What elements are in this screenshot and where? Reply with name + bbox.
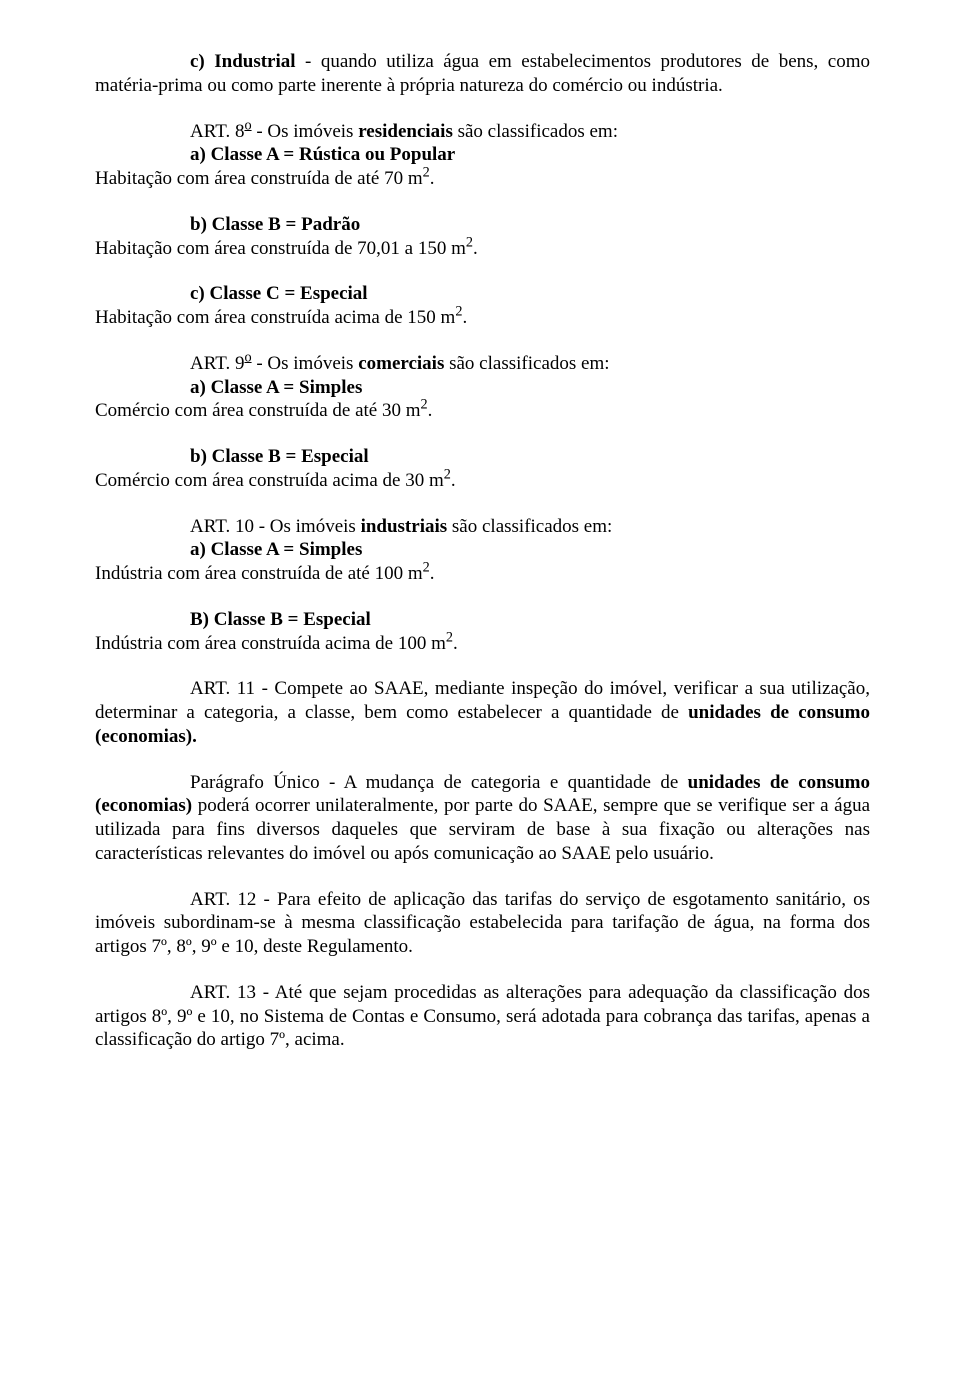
art8-item-c-desc: Habitação com área construída acima de 1… — [95, 306, 870, 330]
art8-block: ART. 8o - Os imóveis residenciais são cl… — [95, 120, 870, 191]
par-unico-a: Parágrafo Único - A mudança de categoria… — [190, 772, 688, 793]
art8-line1-b: - Os imóveis — [252, 121, 359, 142]
art10-item-a-title: a) Classe A = Simples — [95, 538, 870, 562]
art9-item-a-desc-a: Comércio com área construída de até 30 m — [95, 400, 421, 421]
art10-item-a-desc-b: . — [430, 563, 435, 584]
art8-item-b-title: b) Classe B = Padrão — [95, 213, 870, 237]
art10-line1: ART. 10 - Os imóveis industriais são cla… — [95, 515, 870, 539]
art13-text: ART. 13 - Até que sejam procedidas as al… — [95, 982, 870, 1051]
art8-line1-bold: residenciais — [358, 121, 453, 142]
art9-line1-sup: o — [244, 349, 251, 365]
art9-item-b-bold: b) Classe B = Especial — [190, 446, 369, 467]
art10-item-b-block: B) Classe B = Especial Indústria com áre… — [95, 608, 870, 656]
art10-item-a-desc-a: Indústria com área construída de até 100… — [95, 563, 423, 584]
art9-item-a-desc-b: . — [428, 400, 433, 421]
para-c-industrial-lead: c) Industrial — [190, 51, 296, 72]
art9-item-b-desc-b: . — [451, 470, 456, 491]
art8-item-a-title: a) Classe A = Rústica ou Popular — [95, 143, 870, 167]
art9-line1-b: - Os imóveis — [252, 353, 359, 374]
art9-line1: ART. 9o - Os imóveis comerciais são clas… — [95, 352, 870, 376]
art10-block: ART. 10 - Os imóveis industriais são cla… — [95, 515, 870, 586]
art9-item-a-bold: a) Classe A = Simples — [190, 377, 362, 398]
art9-line1-bold: comerciais — [358, 353, 444, 374]
art10-item-b-desc: Indústria com área construída acima de 1… — [95, 632, 870, 656]
art8-item-c-title: c) Classe C = Especial — [95, 282, 870, 306]
art9-item-b-desc-sup: 2 — [444, 466, 451, 482]
art10-item-b-desc-b: . — [453, 633, 458, 654]
art12-para: ART. 12 - Para efeito de aplicação das t… — [95, 888, 870, 959]
art9-item-a-title: a) Classe A = Simples — [95, 376, 870, 400]
art9-item-b-desc-a: Comércio com área construída acima de 30… — [95, 470, 444, 491]
art9-item-b-desc: Comércio com área construída acima de 30… — [95, 469, 870, 493]
art8-item-a-desc-sup: 2 — [423, 165, 430, 181]
art10-line1-bold: industriais — [361, 516, 448, 537]
art8-item-c-desc-b: . — [462, 307, 467, 328]
par-unico-b: poderá ocorrer unilateralmente, por part… — [95, 795, 870, 864]
art8-item-b-bold: b) Classe B = Padrão — [190, 214, 360, 235]
art8-item-b-desc-sup: 2 — [466, 234, 473, 250]
art9-item-a-desc: Comércio com área construída de até 30 m… — [95, 399, 870, 423]
art10-item-a-desc: Indústria com área construída de até 100… — [95, 562, 870, 586]
art8-item-c-desc-a: Habitação com área construída acima de 1… — [95, 307, 455, 328]
art8-line1-a: ART. 8 — [190, 121, 244, 142]
art8-item-a-desc-b: . — [430, 168, 435, 189]
art9-item-b-block: b) Classe B = Especial Comércio com área… — [95, 445, 870, 493]
art8-item-b-block: b) Classe B = Padrão Habitação com área … — [95, 213, 870, 261]
art8-item-c-block: c) Classe C = Especial Habitação com áre… — [95, 282, 870, 330]
art8-line1: ART. 8o - Os imóveis residenciais são cl… — [95, 120, 870, 144]
para-c-industrial: c) Industrial - quando utiliza água em e… — [95, 50, 870, 98]
art10-item-b-desc-a: Indústria com área construída acima de 1… — [95, 633, 446, 654]
art9-item-a-desc-sup: 2 — [421, 397, 428, 413]
art12-text: ART. 12 - Para efeito de aplicação das t… — [95, 889, 870, 958]
art8-item-b-desc-a: Habitação com área construída de 70,01 a… — [95, 238, 466, 259]
art9-line1-c: são classificados em: — [444, 353, 609, 374]
art8-item-b-desc-b: . — [473, 238, 478, 259]
art10-item-b-desc-sup: 2 — [446, 629, 453, 645]
art9-block: ART. 9o - Os imóveis comerciais são clas… — [95, 352, 870, 423]
art10-item-b-title: B) Classe B = Especial — [95, 608, 870, 632]
art9-item-b-title: b) Classe B = Especial — [95, 445, 870, 469]
art8-line1-c: são classificados em: — [453, 121, 618, 142]
art8-line1-sup: o — [244, 117, 251, 133]
par-unico-para: Parágrafo Único - A mudança de categoria… — [95, 771, 870, 866]
art8-item-c-bold: c) Classe C = Especial — [190, 283, 368, 304]
art10-item-b-bold: B) Classe B = Especial — [190, 609, 371, 630]
art11-para: ART. 11 - Compete ao SAAE, mediante insp… — [95, 677, 870, 748]
art8-item-b-desc: Habitação com área construída de 70,01 a… — [95, 237, 870, 261]
art10-item-a-desc-sup: 2 — [423, 560, 430, 576]
art9-line1-a: ART. 9 — [190, 353, 244, 374]
art10-line1-a: ART. 10 - Os imóveis — [190, 516, 361, 537]
art13-para: ART. 13 - Até que sejam procedidas as al… — [95, 981, 870, 1052]
art10-item-a-bold: a) Classe A = Simples — [190, 539, 362, 560]
art8-item-a-desc-a: Habitação com área construída de até 70 … — [95, 168, 423, 189]
art8-item-a-desc: Habitação com área construída de até 70 … — [95, 167, 870, 191]
art8-item-a-bold: a) Classe A = Rústica ou Popular — [190, 144, 455, 165]
art10-line1-c: são classificados em: — [447, 516, 612, 537]
